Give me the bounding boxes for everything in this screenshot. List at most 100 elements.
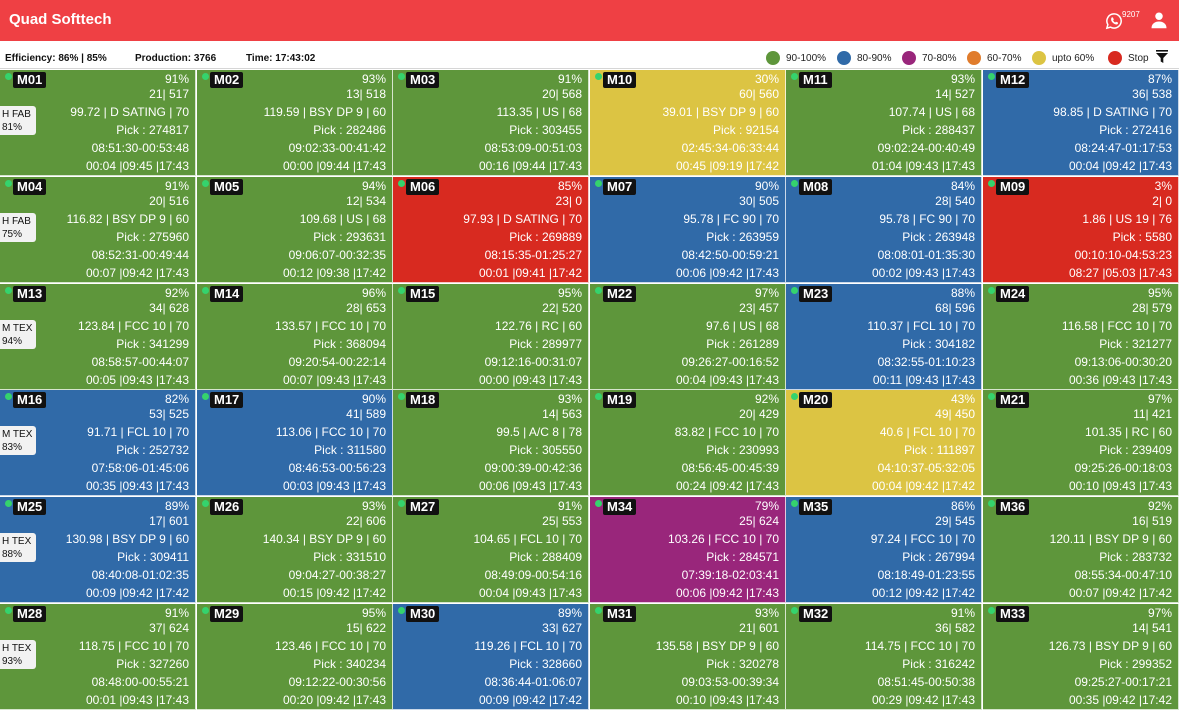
machine-tile[interactable]: M04 91% 20| 516 116.82 | BSY DP 9 | 60 Pick … [0,177,196,283]
status-dot-icon [202,393,209,400]
machine-tile[interactable]: M21 97% 11| 421 101.35 | RC | 60 Pick : 2394… [983,390,1179,496]
machine-tile[interactable]: M11 93% 14| 527 107.74 | US | 68 Pick : 2884… [786,70,982,176]
status-dot-icon [202,73,209,80]
status-dot-icon [988,607,995,614]
machine-design: 91.71 | FCL 10 | 70 [87,425,189,439]
time-value: 17:43:02 [275,53,316,64]
machine-tile[interactable]: M33 97% 14| 541 126.73 | BSY DP 9 | 60 Pick … [983,604,1179,710]
machine-tile[interactable]: M10 30% 60| 560 39.01 | BSY DP 9 | 60 Pick :… [590,70,786,176]
machine-tile[interactable]: M18 93% 14| 563 99.5 | A/C 8 | 78 Pick : 305… [393,390,589,496]
machine-tile[interactable]: M28 91% 37| 624 118.75 | FCC 10 | 70 Pick : … [0,604,196,710]
machine-tile[interactable]: M19 92% 20| 429 83.82 | FCC 10 | 70 Pick : 2… [590,390,786,496]
status-dot-icon [398,180,405,187]
machine-pick: Pick : 282486 [313,123,386,137]
status-dot-icon [5,73,12,80]
section-tag-efficiency: 81% [2,122,23,133]
machine-tile[interactable]: M06 85% 23| 0 97.93 | D SATING | 70 Pick : 2… [393,177,589,283]
machine-shift: 00:09 |09:42 |17:42 [86,586,189,600]
machine-timing: 09:13:06-00:30:20 [1074,355,1172,369]
status-dot-icon [5,500,12,507]
machine-tile[interactable]: M29 95% 15| 622 123.46 | FCC 10 | 70 Pick : … [197,604,393,710]
legend-dot [766,51,780,65]
machine-shift: 00:16 |09:44 |17:43 [479,159,582,173]
machine-pick: Pick : 305550 [509,443,582,457]
machine-design: 126.73 | BSY DP 9 | 60 [1048,639,1172,653]
machine-tile[interactable]: M20 43% 49| 450 40.6 | FCL 10 | 70 Pick : 11… [786,390,982,496]
efficiency-stat: Efficiency: 86% | 85% [5,53,107,64]
machine-count: 12| 534 [346,194,386,208]
status-dot-icon [791,180,798,187]
machine-count: 16| 519 [1132,514,1172,528]
machine-tile[interactable]: M22 97% 23| 457 97.6 | US | 68 Pick : 261289… [590,284,786,390]
machine-tile[interactable]: M12 87% 36| 538 98.85 | D SATING | 70 Pick :… [983,70,1179,176]
machine-tile[interactable]: M25 89% 17| 601 130.98 | BSY DP 9 | 60 Pick … [0,497,196,603]
machine-timing: 08:49:09-00:54:16 [484,568,582,582]
machine-efficiency: 93% [361,72,386,86]
machine-tile[interactable]: M27 91% 25| 553 104.65 | FCL 10 | 70 Pick : … [393,497,589,603]
status-dot-icon [595,73,602,80]
machine-pick: Pick : 230993 [706,443,779,457]
machine-id: M13 [13,286,47,302]
machine-tile[interactable]: M15 95% 22| 520 122.76 | RC | 60 Pick : 2899… [393,284,589,390]
machine-timing: 09:02:24-00:40:49 [877,141,975,155]
machine-tile[interactable]: M32 91% 36| 582 114.75 | FCC 10 | 70 Pick : … [786,604,982,710]
machine-timing: 02:45:34-06:33:44 [681,141,779,155]
section-tag-efficiency: 83% [2,442,23,453]
machine-tile[interactable]: M13 92% 34| 628 123.84 | FCC 10 | 70 Pick : … [0,284,196,390]
machine-tile[interactable]: M05 94% 12| 534 109.68 | US | 68 Pick : 2936… [197,177,393,283]
legend-dot [1032,51,1046,65]
machine-shift: 00:07 |09:43 |17:43 [283,373,386,387]
machine-id: M17 [210,392,244,408]
machine-shift: 00:07 |09:42 |17:43 [86,266,189,280]
machine-tile[interactable]: M02 93% 13| 518 119.59 | BSY DP 9 | 60 Pick … [197,70,393,176]
machine-id: M08 [799,179,833,195]
machine-count: 68| 596 [935,301,975,315]
status-dot-icon [398,393,405,400]
machine-pick: Pick : 252732 [116,443,189,457]
machine-count: 23| 457 [739,301,779,315]
machine-timing: 04:10:37-05:32:05 [877,461,975,475]
section-tag-name: H TEX [2,536,32,547]
machine-shift: 00:15 |09:42 |17:42 [283,586,386,600]
machine-tile[interactable]: M36 92% 16| 519 120.11 | BSY DP 9 | 60 Pick … [983,497,1179,603]
machine-id: M04 [13,179,47,195]
machine-tile[interactable]: M23 88% 68| 596 110.37 | FCL 10 | 70 Pick : … [786,284,982,390]
machine-pick: Pick : 269889 [509,230,582,244]
machine-shift: 00:11 |09:43 |17:43 [872,373,975,387]
machine-efficiency: 3% [1154,179,1172,193]
machine-tile[interactable]: M08 84% 28| 540 95.78 | FC 90 | 70 Pick : 26… [786,177,982,283]
whatsapp-icon[interactable] [1105,12,1123,30]
machine-tile[interactable]: M35 86% 29| 545 97.24 | FCC 10 | 70 Pick : 2… [786,497,982,603]
machine-pick: Pick : 303455 [509,123,582,137]
machine-tile[interactable]: M01 91% 21| 517 99.72 | D SATING | 70 Pick :… [0,70,196,176]
machine-tile[interactable]: M26 93% 22| 606 140.34 | BSY DP 9 | 60 Pick … [197,497,393,603]
machine-pick: Pick : 267994 [902,550,975,564]
machine-efficiency: 90% [754,179,779,193]
machine-tile[interactable]: M34 79% 25| 624 103.26 | FCC 10 | 70 Pick : … [590,497,786,603]
machine-tile[interactable]: M24 95% 28| 579 116.58 | FCC 10 | 70 Pick : … [983,284,1179,390]
machine-tile[interactable]: M17 90% 41| 589 113.06 | FCC 10 | 70 Pick : … [197,390,393,496]
legend-label: upto 60% [1052,52,1095,64]
machine-tile[interactable]: M09 3% 2| 0 1.86 | US 19 | 76 Pick : 5580 00:… [983,177,1179,283]
machine-pick: Pick : 311580 [314,443,386,457]
machine-tile[interactable]: M16 82% 53| 525 91.71 | FCL 10 | 70 Pick : 2… [0,390,196,496]
machine-pick: Pick : 289977 [509,337,582,351]
machine-tile[interactable]: M30 89% 33| 627 119.26 | FCL 10 | 70 Pick : … [393,604,589,710]
machine-count: 28| 653 [346,301,386,315]
machine-pick: Pick : 316242 [902,657,975,671]
machine-id: M25 [13,499,47,515]
machine-tile[interactable]: M31 93% 21| 601 135.58 | BSY DP 9 | 60 Pick … [590,604,786,710]
machine-tile[interactable]: M14 96% 28| 653 133.57 | FCC 10 | 70 Pick : … [197,284,393,390]
machine-tile[interactable]: M03 91% 20| 568 113.35 | US | 68 Pick : 3034… [393,70,589,176]
user-icon[interactable] [1150,11,1168,29]
machine-id: M05 [210,179,244,195]
machine-id: M30 [406,606,440,622]
machine-design: 133.57 | FCC 10 | 70 [275,319,386,333]
machine-efficiency: 90% [361,392,386,406]
filter-icon[interactable] [1156,50,1168,63]
machine-shift: 00:07 |09:42 |17:42 [1069,586,1172,600]
machine-design: 107.74 | US | 68 [888,105,975,119]
machine-timing: 09:12:16-00:31:07 [484,355,582,369]
legend-label: 80-90% [857,52,892,64]
machine-tile[interactable]: M07 90% 30| 505 95.78 | FC 90 | 70 Pick : 26… [590,177,786,283]
